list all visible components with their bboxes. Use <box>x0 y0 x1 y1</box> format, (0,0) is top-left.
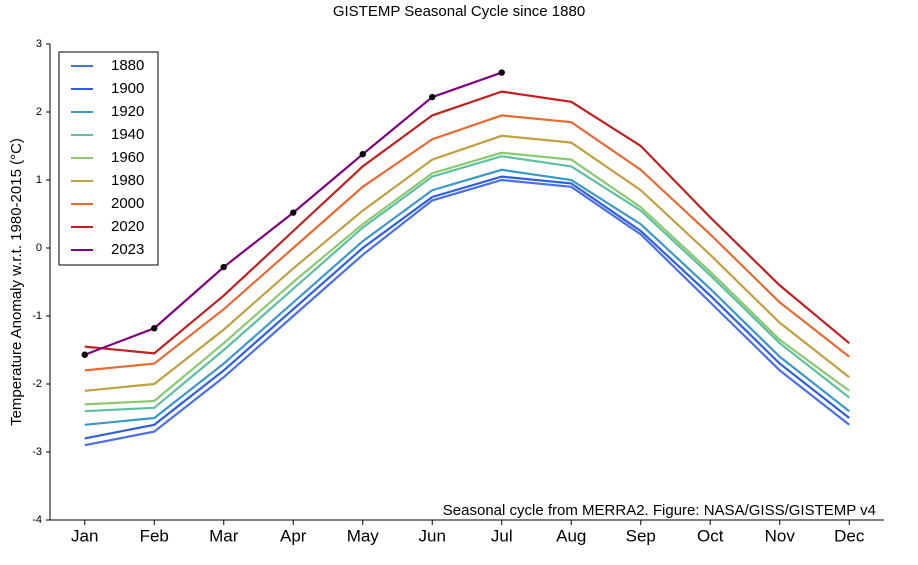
y-tick-label: 0 <box>36 242 42 254</box>
data-point <box>429 93 436 101</box>
legend-label: 2023 <box>111 241 144 258</box>
data-point <box>359 150 366 158</box>
series-line <box>84 151 850 406</box>
legend-label: 1880 <box>111 57 144 74</box>
series-line <box>84 178 850 447</box>
legend-label: 1980 <box>111 172 144 189</box>
x-tick-label: Sep <box>626 526 656 545</box>
legend-label: 1960 <box>111 149 144 166</box>
x-tick-label: Jan <box>71 526 98 545</box>
series-line <box>84 155 850 413</box>
chart-title: GISTEMP Seasonal Cycle since 1880 <box>333 3 585 20</box>
series-line <box>84 175 850 440</box>
x-tick-label: May <box>347 526 380 545</box>
x-tick-label: Jul <box>491 526 513 545</box>
y-tick-label: -1 <box>32 310 42 322</box>
x-tick-label: Feb <box>140 526 169 545</box>
x-tick-label: Mar <box>209 526 239 545</box>
annotation: Seasonal cycle from MERRA2. Figure: NASA… <box>443 502 876 519</box>
legend-label: 1940 <box>111 126 144 143</box>
y-tick-label: -3 <box>32 446 42 458</box>
legend-label: 1920 <box>111 103 144 120</box>
data-point <box>498 69 505 76</box>
data-point <box>81 351 88 358</box>
y-tick-label: 3 <box>36 38 42 50</box>
data-point <box>151 325 158 332</box>
y-tick-label: -4 <box>32 514 42 526</box>
x-tick-label: Dec <box>834 526 865 545</box>
legend-label: 1900 <box>111 80 144 97</box>
y-tick-label: -2 <box>32 378 42 390</box>
y-axis-label: Temperature Anomaly w.r.t. 1980-2015 (°C… <box>8 138 25 426</box>
series-line <box>84 134 850 392</box>
legend-label: 2020 <box>111 218 144 235</box>
y-tick-label: 2 <box>36 106 42 118</box>
data-point <box>290 209 297 216</box>
x-tick-label: Aug <box>556 526 586 545</box>
x-tick-label: Jun <box>419 526 446 545</box>
series-line <box>84 114 850 372</box>
legend-label: 2000 <box>111 195 144 212</box>
x-tick-label: Oct <box>697 526 724 545</box>
data-point <box>220 263 227 271</box>
y-tick-label: 1 <box>36 174 42 186</box>
x-tick-label: Apr <box>280 526 307 545</box>
x-tick-label: Nov <box>765 526 796 545</box>
series-line <box>84 168 850 426</box>
series-line <box>84 90 850 355</box>
